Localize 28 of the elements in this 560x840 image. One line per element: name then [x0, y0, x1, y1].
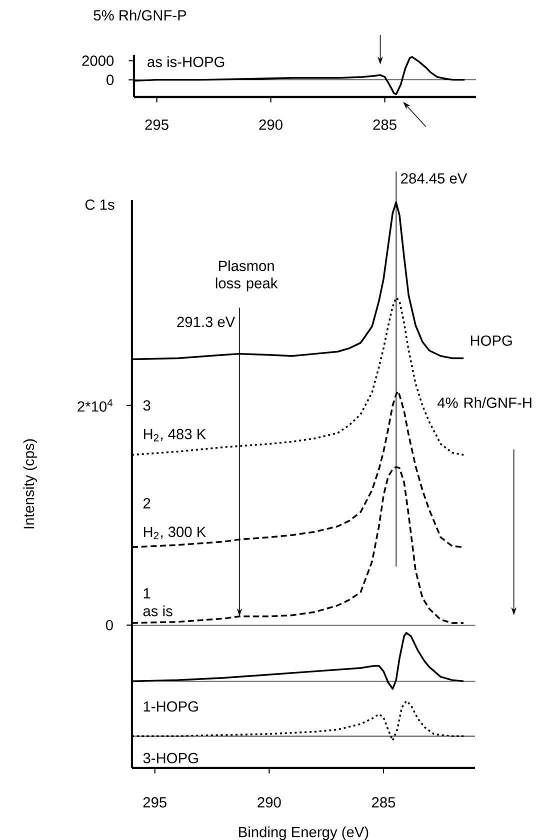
x-tick-label: 285: [373, 120, 396, 130]
annotation: H$_{2}$, 300 K: [144, 526, 206, 540]
chart-title: C 1s: [85, 199, 114, 210]
y-tick-label: 0: [106, 74, 114, 86]
ref-line-label: 284.45 eV: [401, 173, 468, 184]
x-tick-label: 295: [143, 797, 166, 808]
series-label: 1-HOPG: [144, 701, 198, 712]
series-label: 1: [144, 588, 150, 598]
annotation: 4% Rh/GNF-H: [437, 397, 532, 408]
chart-title: 5% Rh/GNF-P: [94, 10, 186, 21]
annotation: as is: [143, 606, 172, 616]
text: 2: [143, 498, 150, 508]
annotation: Plasmon loss peak: [216, 260, 278, 292]
x-tick-label: 290: [258, 797, 281, 808]
x-tick-label: 295: [145, 120, 168, 130]
y-axis-title: Intensity (cps): [23, 439, 37, 528]
x-axis-title: Binding Energy (eV): [239, 826, 368, 840]
series-label: 3-HOPG: [143, 752, 198, 764]
series-label: HOPG: [470, 335, 512, 346]
annotation: H$_{2}$, 483 K: [144, 428, 206, 442]
text: 3: [143, 400, 150, 411]
y-tick-label: 2000: [82, 56, 114, 66]
annotation: 291.3 eV: [177, 316, 236, 328]
y-tick-label: 2*10$^{4}$: [78, 399, 113, 412]
y-tick-label: 0: [106, 620, 113, 630]
x-tick-label: 285: [372, 797, 396, 808]
x-tick-label: 290: [259, 120, 282, 130]
series-label: as is-HOPG: [148, 56, 224, 68]
